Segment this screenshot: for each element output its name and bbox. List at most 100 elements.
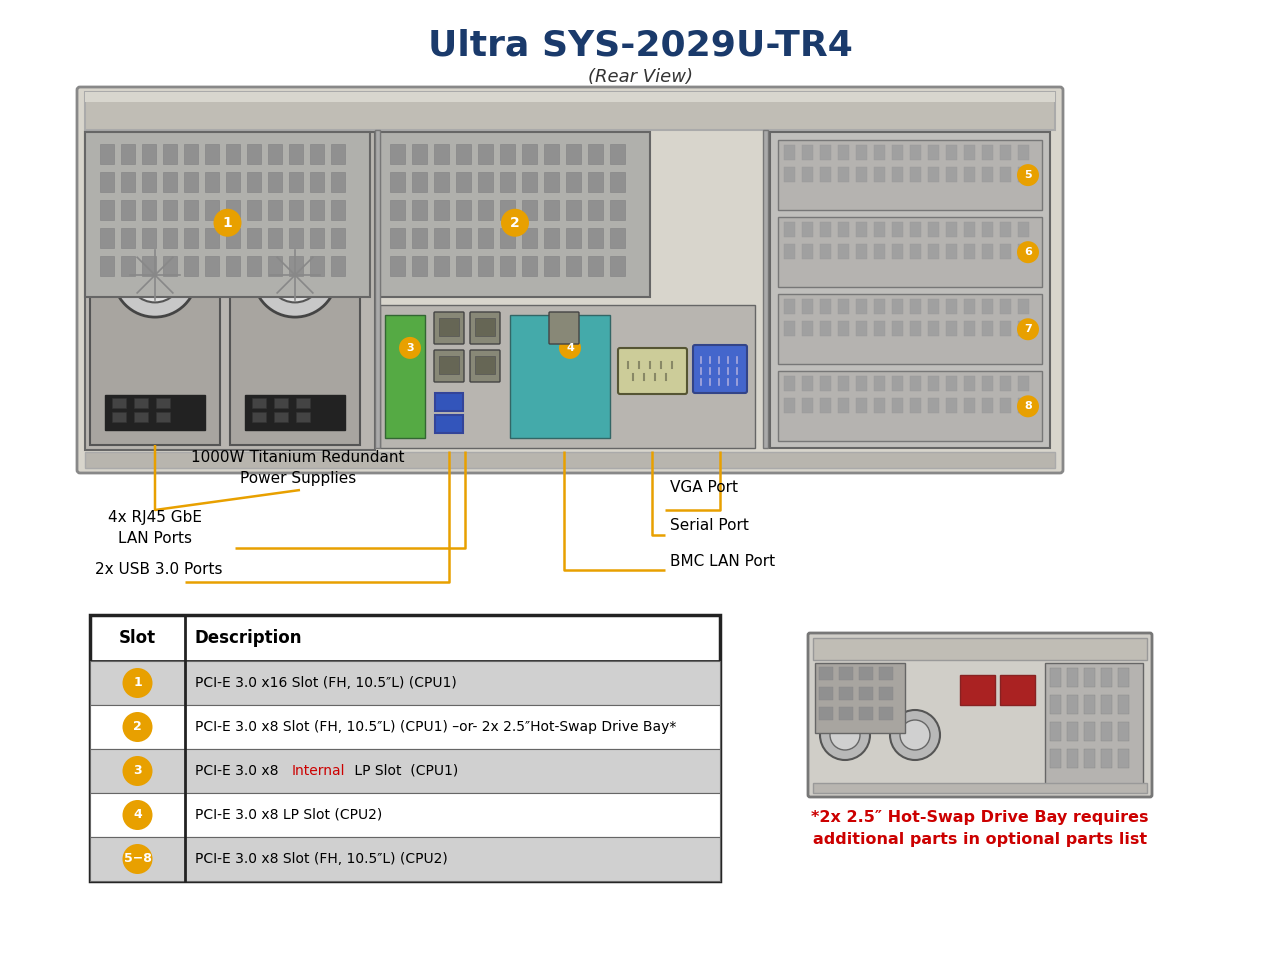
Bar [910,244,922,259]
Bar [892,322,902,336]
Bar [820,322,831,336]
Bar [910,300,922,314]
Bar [982,398,993,413]
Bar [1068,722,1078,741]
Bar [1068,668,1078,687]
Bar [874,322,884,336]
Bar [946,222,957,237]
Bar [122,144,134,164]
Bar [500,172,515,192]
Bar [1018,300,1029,314]
Bar [1000,322,1011,336]
Circle shape [890,710,940,760]
Bar [982,145,993,160]
Bar [90,793,719,837]
Bar [1068,695,1078,714]
Text: 3: 3 [406,343,413,353]
Bar [227,144,241,164]
Text: Internal: Internal [292,764,346,778]
Bar [1117,749,1129,768]
Bar [100,256,114,276]
Bar [1084,668,1094,687]
Bar [803,145,813,160]
Bar [522,144,538,164]
FancyBboxPatch shape [470,350,500,382]
FancyBboxPatch shape [692,345,748,393]
Bar [910,145,922,160]
Bar [1101,695,1112,714]
Bar [856,167,867,182]
Bar [874,300,884,314]
FancyBboxPatch shape [434,312,465,344]
Bar [477,172,493,192]
Bar [1018,398,1029,413]
Bar [90,661,719,705]
Bar [778,217,1042,287]
Bar [434,144,449,164]
FancyBboxPatch shape [470,312,500,344]
Bar [611,256,625,276]
Bar [289,144,303,164]
Bar [879,707,893,720]
Bar [247,256,261,276]
Bar [1050,668,1061,687]
Bar [439,356,460,374]
Bar [332,256,346,276]
Bar [778,372,1042,442]
Text: 5−8: 5−8 [124,852,151,866]
Bar [156,398,170,408]
Bar [910,167,922,182]
Bar [385,315,425,438]
Bar [838,707,852,720]
Bar [227,200,241,220]
Bar [813,638,1147,660]
Bar [105,395,205,430]
Bar [1000,398,1011,413]
Bar [1117,722,1129,741]
Bar [205,200,219,220]
Bar [142,172,156,192]
Bar [820,222,831,237]
Bar [247,172,261,192]
Text: 7: 7 [1024,324,1032,334]
Circle shape [123,756,152,786]
Bar [838,322,849,336]
FancyBboxPatch shape [77,87,1062,473]
Bar [477,256,493,276]
Circle shape [1018,396,1039,418]
Bar [611,200,625,220]
Bar [522,172,538,192]
Bar [100,200,114,220]
Bar [390,172,404,192]
Text: 6: 6 [1024,247,1032,257]
FancyBboxPatch shape [434,350,465,382]
Bar [892,376,902,392]
Bar [611,172,625,192]
Bar [874,145,884,160]
Text: 2: 2 [511,216,520,229]
Bar [332,200,346,220]
Bar [856,376,867,392]
Bar [892,244,902,259]
Circle shape [1018,164,1039,186]
Bar [982,244,993,259]
Bar [310,200,324,220]
Circle shape [142,262,168,288]
Bar [205,172,219,192]
Bar [113,398,125,408]
Bar [390,144,404,164]
Bar [100,172,114,192]
Bar [1068,749,1078,768]
Bar [879,687,893,700]
Bar [434,172,449,192]
Bar [928,300,940,314]
Bar [375,130,380,448]
Bar [874,167,884,182]
Bar [477,144,493,164]
Circle shape [123,844,152,874]
Bar [122,172,134,192]
Bar [982,376,993,392]
Bar [1050,722,1061,741]
Bar [783,167,795,182]
Bar [163,256,177,276]
